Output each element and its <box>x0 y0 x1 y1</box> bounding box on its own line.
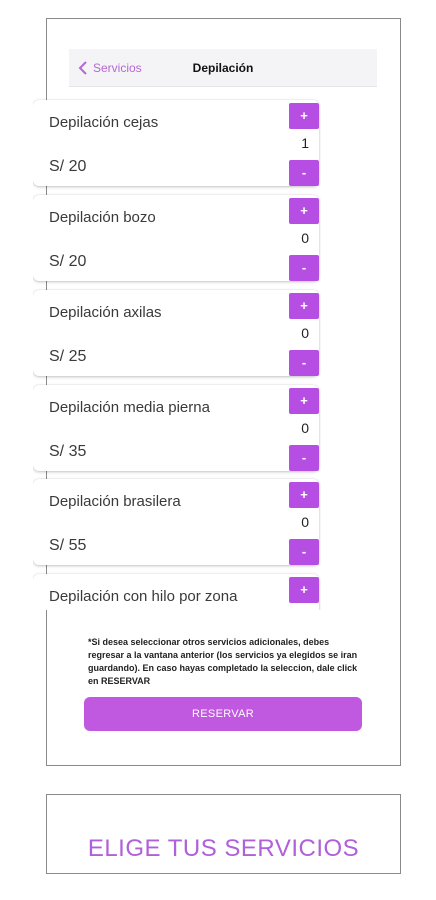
decrement-button[interactable]: - <box>289 255 319 281</box>
service-price: S/ 20 <box>49 158 87 175</box>
quantity-value: 1 <box>301 135 309 151</box>
increment-button[interactable]: + <box>289 198 319 224</box>
service-card: Depilación media pierna S/ 35 + 0 - <box>33 385 319 471</box>
service-name: Depilación axilas <box>49 304 162 321</box>
service-name: Depilación brasilera <box>49 493 181 510</box>
caption-box: ELIGE TUS SERVICIOS <box>46 794 401 874</box>
selection-note: *Si desea seleccionar otros servicios ad… <box>88 637 358 686</box>
caption-text: ELIGE TUS SERVICIOS <box>87 835 360 862</box>
quantity-value: 0 <box>301 230 309 246</box>
service-price: S/ 55 <box>49 537 87 554</box>
back-button[interactable]: Servicios <box>77 49 142 87</box>
quantity-value: 0 <box>301 514 309 530</box>
service-name: Depilación bozo <box>49 209 156 226</box>
increment-button[interactable]: + <box>289 103 319 129</box>
service-price: S/ 25 <box>49 348 87 365</box>
service-card: Depilación axilas S/ 25 + 0 - <box>33 290 319 376</box>
increment-button[interactable]: + <box>289 388 319 414</box>
increment-button[interactable]: + <box>289 482 319 508</box>
service-card: Depilación con hilo por zona + 0 - <box>33 574 319 610</box>
quantity-value: 0 <box>301 325 309 341</box>
service-price: S/ 20 <box>49 253 87 270</box>
service-name: Depilación media pierna <box>49 399 210 416</box>
decrement-button[interactable]: - <box>289 445 319 471</box>
decrement-button[interactable]: - <box>289 539 319 565</box>
quantity-value: 0 <box>301 420 309 436</box>
decrement-button[interactable]: - <box>289 350 319 376</box>
increment-button[interactable]: + <box>289 577 319 603</box>
service-card: Depilación bozo S/ 20 + 0 - <box>33 195 319 281</box>
quantity-value: 0 <box>301 609 309 610</box>
service-price: S/ 35 <box>49 443 87 460</box>
chevron-left-icon <box>78 61 87 75</box>
service-card: Depilación cejas S/ 20 + 1 - <box>33 100 319 186</box>
decrement-button[interactable]: - <box>289 160 319 186</box>
back-label: Servicios <box>93 61 142 75</box>
reserve-button[interactable]: RESERVAR <box>84 697 362 731</box>
service-name: Depilación cejas <box>49 114 159 131</box>
service-card: Depilación brasilera S/ 55 + 0 - <box>33 479 319 565</box>
increment-button[interactable]: + <box>289 293 319 319</box>
service-list[interactable]: Depilación cejas S/ 20 + 1 - Depilación … <box>33 82 321 610</box>
service-name: Depilación con hilo por zona <box>49 588 238 605</box>
